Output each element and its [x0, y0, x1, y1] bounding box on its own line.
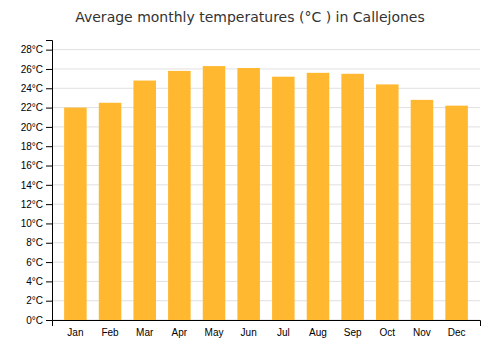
tick: 0°C [26, 315, 52, 326]
tick-label: Nov [413, 327, 431, 338]
tick: 16°C [21, 160, 52, 171]
tick: Sep [344, 327, 362, 338]
tick: 24°C [21, 83, 52, 94]
tick-mark [46, 301, 52, 302]
tick-label: 18°C [21, 141, 43, 152]
tick: 20°C [21, 122, 52, 133]
y-axis: 0°C 2°C 4°C 6°C 8°C 10°C 12°C 14°C 16°C 18°C 20°C 2… [21, 41, 53, 326]
tick-label: 0°C [26, 315, 43, 326]
tick-label: Jan [67, 327, 83, 338]
tick-label: 4°C [26, 276, 43, 287]
tick-label: Jul [277, 327, 290, 338]
axis-line [46, 41, 53, 321]
tick: Dec [448, 327, 466, 338]
grid-line [52, 49, 480, 50]
tick: 22°C [21, 102, 52, 113]
tick-label: 8°C [26, 237, 43, 248]
bar [445, 106, 468, 320]
tick-mark [46, 320, 52, 321]
tick-label: 16°C [21, 160, 43, 171]
grid-line [52, 88, 480, 89]
tick: 2°C [26, 295, 52, 306]
tick-label: 28°C [21, 44, 43, 55]
chart: Average monthly temperatures (°C ) in Ca… [0, 0, 500, 350]
tick: 18°C [21, 141, 52, 152]
tick-label: 12°C [21, 199, 43, 210]
tick: 26°C [21, 64, 52, 75]
tick-mark [46, 262, 52, 263]
tick-mark [46, 204, 52, 205]
tick-label: 10°C [21, 218, 43, 229]
tick-label: Aug [309, 327, 327, 338]
tick-label: May [205, 327, 224, 338]
tick: Jun [241, 327, 257, 338]
tick-label: 20°C [21, 122, 43, 133]
tick-mark [46, 50, 52, 51]
tick: 8°C [26, 237, 52, 248]
tick-label: Dec [448, 327, 466, 338]
tick: Oct [380, 327, 396, 338]
tick: 4°C [26, 276, 52, 287]
tick-label: Feb [101, 327, 119, 338]
tick: 12°C [21, 199, 52, 210]
tick-label: 2°C [26, 295, 43, 306]
tick: Mar [136, 327, 154, 338]
tick-mark [46, 243, 52, 244]
tick-label: Jun [241, 327, 257, 338]
tick-mark [46, 146, 52, 147]
axis-line [53, 321, 481, 327]
tick: May [205, 327, 224, 338]
tick-label: 22°C [21, 102, 43, 113]
grid-line [52, 68, 480, 69]
bar [307, 73, 330, 320]
tick-mark [46, 127, 52, 128]
bar [203, 66, 226, 320]
tick: 10°C [21, 218, 52, 229]
tick: 14°C [21, 180, 52, 191]
bar [64, 108, 87, 320]
tick-mark [46, 166, 52, 167]
tick-label: 24°C [21, 83, 43, 94]
tick-mark [46, 185, 52, 186]
bar [341, 74, 364, 320]
tick: 6°C [26, 257, 52, 268]
tick: 28°C [21, 44, 52, 55]
tick-mark [46, 69, 52, 70]
tick-label: 26°C [21, 64, 43, 75]
tick-label: 6°C [26, 257, 43, 268]
tick-mark [46, 281, 52, 282]
plot: 0°C 2°C 4°C 6°C 8°C 10°C 12°C 14°C 16°C 18°C 20°C 2… [21, 41, 481, 339]
tick-label: Mar [136, 327, 154, 338]
tick-label: 14°C [21, 180, 43, 191]
tick-mark [46, 88, 52, 89]
tick-label: Apr [172, 327, 188, 338]
tick-label: Oct [380, 327, 396, 338]
bar [133, 81, 156, 320]
bar [237, 68, 260, 320]
tick-label: Sep [344, 327, 362, 338]
tick-mark [46, 223, 52, 224]
tick: Nov [413, 327, 431, 338]
bar [272, 77, 295, 320]
bar [99, 103, 122, 320]
tick: Jan [67, 327, 83, 338]
bar [376, 84, 399, 320]
tick: Aug [309, 327, 327, 338]
title: Average monthly temperatures (°C ) in Ca… [75, 9, 425, 25]
bar [168, 71, 191, 320]
tick: Feb [101, 327, 119, 338]
tick: Jul [277, 327, 290, 338]
grid [52, 50, 480, 320]
bars [64, 66, 468, 320]
tick: Apr [172, 327, 188, 338]
x-axis: Jan Feb Mar Apr May Jun Jul Aug Sep Oct Nov Dec [53, 321, 481, 339]
tick-mark [46, 108, 52, 109]
bar [411, 100, 434, 320]
